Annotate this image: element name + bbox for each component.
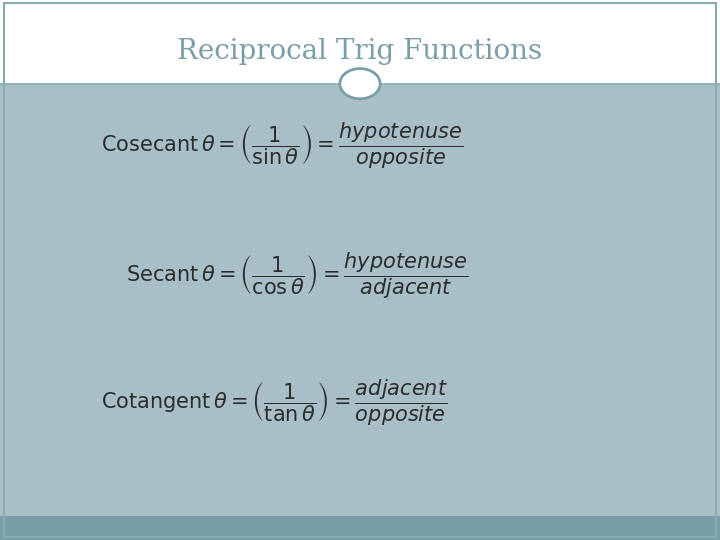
FancyBboxPatch shape (0, 84, 720, 516)
Circle shape (340, 69, 380, 99)
FancyBboxPatch shape (0, 0, 720, 84)
Text: Reciprocal Trig Functions: Reciprocal Trig Functions (177, 38, 543, 65)
FancyBboxPatch shape (0, 516, 720, 540)
Text: $\mathrm{Cotangent}\,\theta = \left(\dfrac{1}{\tan\theta}\right) = \dfrac{\mathi: $\mathrm{Cotangent}\,\theta = \left(\dfr… (101, 377, 448, 428)
Text: $\mathrm{Cosecant}\,\theta = \left(\dfrac{1}{\sin\theta}\right) = \dfrac{\mathit: $\mathrm{Cosecant}\,\theta = \left(\dfra… (101, 120, 463, 171)
Text: $\mathrm{Secant}\,\theta = \left(\dfrac{1}{\cos\theta}\right) = \dfrac{\mathit{h: $\mathrm{Secant}\,\theta = \left(\dfrac{… (126, 250, 469, 301)
